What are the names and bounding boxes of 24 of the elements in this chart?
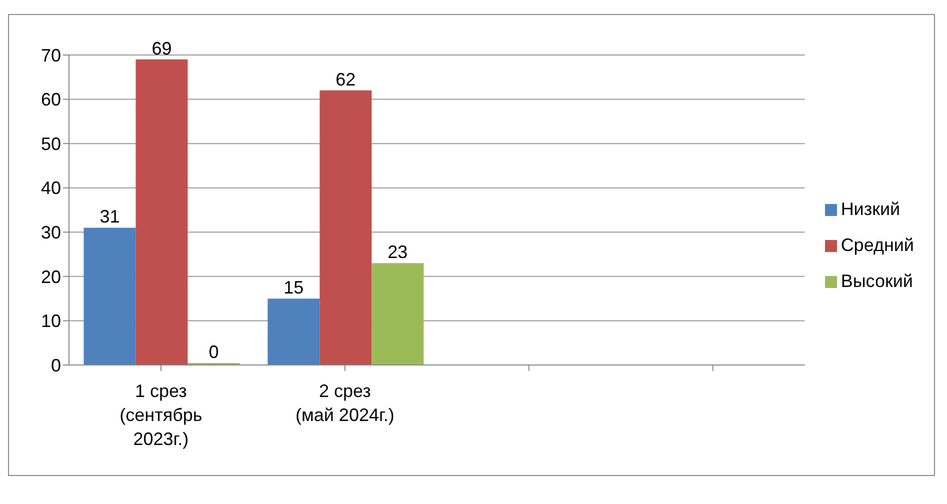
y-tick-label: 40 — [40, 178, 61, 198]
bar — [136, 59, 188, 365]
legend-label: Средний — [840, 235, 914, 255]
data-label: 69 — [152, 38, 172, 58]
x-tick-label: 1 срез (сентябрь 2023г.) — [120, 381, 202, 449]
bar — [320, 90, 372, 365]
data-label: 62 — [336, 69, 356, 90]
bar — [268, 298, 320, 365]
y-tick-label: 10 — [40, 311, 61, 332]
x-tick-label: 2 срез (май 2024г.) — [296, 381, 394, 425]
legend-label: Низкий — [840, 199, 900, 219]
y-tick-label: 30 — [40, 222, 61, 243]
data-label: 31 — [100, 206, 120, 227]
data-label: 15 — [284, 278, 304, 298]
bar — [84, 228, 136, 365]
legend-label: Высокий — [840, 271, 913, 291]
y-tick-label: 0 — [50, 355, 61, 376]
y-tick-label: 20 — [40, 266, 61, 287]
data-label: 0 — [208, 342, 219, 362]
bar — [372, 263, 424, 365]
y-tick-label: 70 — [40, 45, 61, 66]
y-tick-label: 50 — [40, 134, 61, 154]
data-label: 23 — [388, 242, 408, 262]
y-tick-label: 60 — [40, 90, 61, 110]
